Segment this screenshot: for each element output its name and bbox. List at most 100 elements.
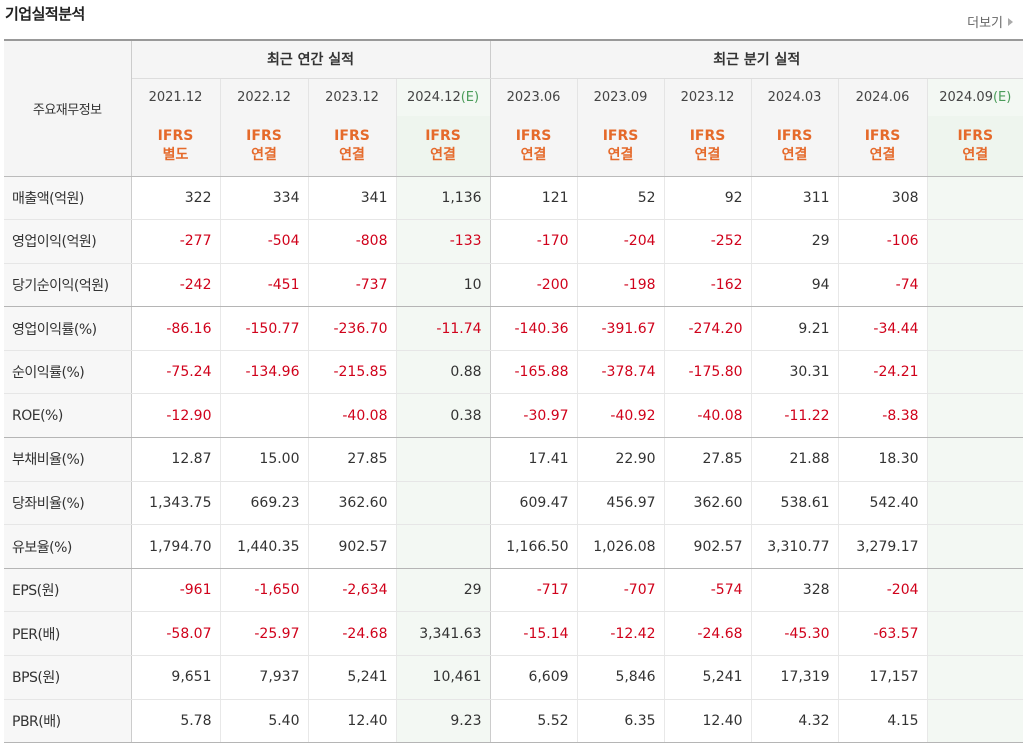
table-cell: 3,279.17 — [837, 524, 928, 569]
period-header: 2024.12(E) — [395, 78, 491, 116]
table-cell: 5,241 — [663, 655, 752, 700]
table-cell: -30.97 — [489, 393, 578, 439]
more-link[interactable]: 더보기 — [967, 12, 1013, 31]
table-cell — [926, 481, 1024, 526]
accounting-std-label: IFRS — [602, 127, 639, 144]
table-cell: 4.32 — [750, 699, 839, 744]
table-cell — [926, 699, 1024, 744]
period-header: 2023.06 — [489, 78, 578, 116]
table-cell: 5,846 — [576, 655, 665, 700]
table-cell: 94 — [750, 263, 839, 308]
accounting-type-label: 연결 — [520, 146, 547, 163]
table-cell: 27.85 — [663, 437, 752, 482]
table-cell: 12.40 — [663, 699, 752, 744]
table-cell: 1,136 — [395, 176, 491, 221]
table-row: PBR(배) 5.78 5.40 12.40 9.23 5.52 6.35 12.40 4.32… — [4, 699, 1024, 744]
table-cell: 3,341.63 — [395, 611, 491, 657]
table-cell — [219, 393, 308, 439]
table-cell: -11.74 — [395, 306, 491, 351]
period-header: 2021.12 — [131, 78, 220, 116]
table-cell: 311 — [750, 176, 839, 221]
table-cell: -58.07 — [131, 611, 220, 657]
table-cell: -378.74 — [576, 350, 665, 395]
row-label: 당기순이익(억원) — [4, 263, 132, 308]
table-row: 영업이익(억원) -277 -504 -808 -133 -170 -204 -252 29 -1… — [4, 219, 1024, 264]
table-cell: -24.68 — [663, 611, 752, 657]
accounting-std-label: IFRS — [864, 127, 901, 144]
row-label: 순이익률(%) — [4, 350, 132, 395]
table-cell: -40.08 — [307, 393, 396, 439]
table-cell: 6.35 — [576, 699, 665, 744]
period-header: 2023.12 — [307, 78, 396, 116]
table-cell: 1,794.70 — [131, 524, 220, 569]
table-cell: -198 — [576, 263, 665, 308]
table-cell — [926, 219, 1024, 264]
period-label: 2024.06 — [855, 89, 910, 105]
table-cell: -150.77 — [219, 306, 308, 351]
table-row: 부채비율(%) 12.87 15.00 27.85 17.41 22.90 27.85 21.… — [4, 437, 1024, 482]
period-label: 2023.09 — [593, 89, 648, 105]
table-cell: -134.96 — [219, 350, 308, 395]
table-row: 당기순이익(억원) -242 -451 -737 10 -200 -198 -162 94 -74 — [4, 263, 1024, 308]
table-cell: -1,650 — [219, 568, 308, 613]
table-cell — [926, 437, 1024, 482]
estimate-marker: (E) — [992, 89, 1012, 105]
table-cell: -24.21 — [837, 350, 928, 395]
period-header: 2022.12 — [219, 78, 308, 116]
table-cell: 6,609 — [489, 655, 578, 700]
table-row: 당좌비율(%) 1,343.75 669.23 362.60 609.47 456.97 3… — [4, 481, 1024, 526]
table-cell: -133 — [395, 219, 491, 264]
accounting-type-label: 연결 — [339, 146, 365, 163]
table-cell: 7,937 — [219, 655, 308, 700]
table-cell: -707 — [576, 568, 665, 613]
accounting-standard: IFRS 연결 — [395, 116, 491, 177]
row-label: 유보율(%) — [4, 524, 132, 569]
table-cell: 15.00 — [219, 437, 308, 482]
table-cell: 1,166.50 — [489, 524, 578, 569]
accounting-type-label: 연결 — [962, 146, 989, 163]
accounting-standard: IFRS 연결 — [219, 116, 308, 177]
accounting-standard: IFRS 연결 — [750, 116, 839, 177]
table-cell: 362.60 — [307, 481, 396, 526]
accounting-std-label: IFRS — [334, 127, 370, 144]
accounting-standard: IFRS 연결 — [307, 116, 396, 177]
table-cell: 52 — [576, 176, 665, 221]
accounting-std-label: IFRS — [776, 127, 813, 144]
row-label: 영업이익(억원) — [4, 219, 132, 264]
accounting-standard: IFRS 연결 — [576, 116, 665, 177]
table-cell — [926, 524, 1024, 569]
table-cell: -165.88 — [489, 350, 578, 395]
table-cell — [926, 655, 1024, 700]
accounting-type-label: 연결 — [607, 146, 634, 163]
table-cell — [926, 393, 1024, 439]
table-cell: -391.67 — [576, 306, 665, 351]
table-cell: -2,634 — [307, 568, 396, 613]
chevron-right-icon — [1008, 17, 1013, 26]
row-label: PER(배) — [4, 611, 132, 657]
table-cell: -63.57 — [837, 611, 928, 657]
group-header-quarterly: 최근 분기 실적 — [490, 40, 1024, 79]
period-header: 2023.12 — [663, 78, 752, 116]
table-cell: 9.23 — [395, 699, 491, 744]
table-cell: -717 — [489, 568, 578, 613]
table-cell: 341 — [307, 176, 396, 221]
period-header: 2024.09(E) — [926, 78, 1024, 116]
table-row: 순이익률(%) -75.24 -134.96 -215.85 0.88 -165.88 -3… — [4, 350, 1024, 395]
period-label: 2023.12 — [680, 89, 735, 105]
period-header: 2024.03 — [750, 78, 839, 116]
table-cell: 5,241 — [307, 655, 396, 700]
table-cell: 17.41 — [489, 437, 578, 482]
table-cell: -808 — [307, 219, 396, 264]
table-cell: 92 — [663, 176, 752, 221]
group-header-annual: 최근 연간 실적 — [131, 40, 491, 79]
table-row: PER(배) -58.07 -25.97 -24.68 3,341.63 -15.14 -1… — [4, 611, 1024, 657]
table-cell: -74 — [837, 263, 928, 308]
table-row: 매출액(억원) 322 334 341 1,136 121 52 92 311 308 — [4, 176, 1024, 221]
table-cell: -15.14 — [489, 611, 578, 657]
table-cell: -204 — [576, 219, 665, 264]
row-label: 부채비율(%) — [4, 437, 132, 482]
table-cell: 538.61 — [750, 481, 839, 526]
table-cell: 29 — [395, 568, 491, 613]
accounting-std-label: IFRS — [689, 127, 726, 144]
table-cell: 121 — [489, 176, 578, 221]
